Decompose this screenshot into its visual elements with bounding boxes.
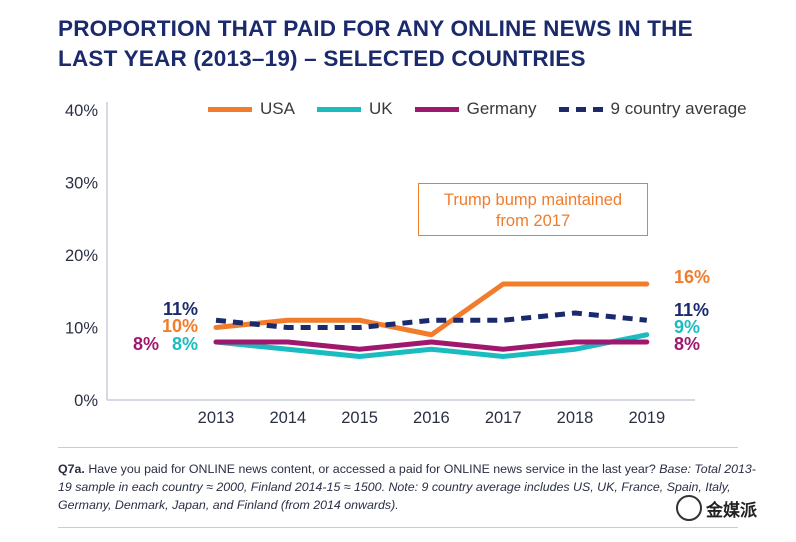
divider-bottom: [58, 527, 738, 528]
legend-label: USA: [260, 99, 295, 118]
x-tick-label: 2013: [198, 409, 235, 427]
annotation-line1: Trump bump maintained: [443, 191, 623, 209]
annotation-line2: from 2017: [495, 212, 571, 230]
footnote-label: Q7a.: [58, 462, 85, 476]
x-tick-label: 2014: [269, 409, 306, 427]
y-tick-label: 40%: [65, 102, 98, 120]
end-label-uk: 9%: [674, 317, 700, 337]
legend-swatch: [558, 106, 603, 112]
watermark-logo-icon: [676, 495, 702, 521]
series-line-germany: [213, 339, 650, 352]
end-label-avg: 11%: [674, 300, 709, 320]
legend-label: 9 country average: [610, 99, 747, 118]
x-tick-label: 2016: [413, 409, 450, 427]
x-tick-label: 2017: [485, 409, 522, 427]
start-label-germany: 8%: [133, 334, 159, 354]
legend-swatch: [208, 106, 252, 112]
start-label-usa: 10%: [162, 316, 198, 336]
legend: USA UK Germany 9 country average: [208, 99, 769, 119]
legend-item-germany: Germany: [414, 99, 537, 119]
y-tick-label: 0%: [74, 392, 98, 410]
series-line-avg: [215, 310, 648, 330]
legend-item-avg: 9 country average: [558, 99, 747, 119]
footnote: Q7a. Have you paid for ONLINE news conte…: [58, 460, 758, 514]
y-tick-label: 20%: [65, 247, 98, 265]
footnote-base: Base: Total 2013-19 sample in each count…: [58, 462, 756, 512]
annotation-box: Trump bump maintained from 2017: [418, 183, 648, 236]
y-tick-label: 30%: [65, 175, 98, 193]
x-tick-label: 2018: [557, 409, 594, 427]
chart-title: PROPORTION THAT PAID FOR ANY ONLINE NEWS…: [58, 14, 758, 74]
end-label-germany: 8%: [674, 334, 700, 354]
chart-title-line1: PROPORTION THAT PAID FOR ANY ONLINE NEWS…: [58, 16, 693, 41]
start-label-uk: 8%: [172, 334, 198, 354]
end-label-usa: 16%: [674, 267, 710, 287]
divider-top: [58, 447, 738, 448]
y-tick-label: 10%: [65, 320, 98, 338]
legend-label: Germany: [466, 99, 537, 118]
start-label-avg: 11%: [163, 299, 198, 319]
chart-title-line2: LAST YEAR (2013–19) – SELECTED COUNTRIES: [58, 46, 586, 71]
x-tick-label: 2015: [341, 409, 378, 427]
watermark-text: 金媒派: [706, 500, 757, 520]
legend-label: UK: [368, 99, 393, 118]
series-line-usa: [213, 281, 650, 338]
legend-swatch: [414, 106, 459, 112]
legend-item-uk: UK: [316, 99, 393, 119]
legend-item-usa: USA: [208, 99, 295, 119]
series-line-uk: [213, 332, 650, 359]
watermark: 金媒派: [676, 495, 757, 521]
x-tick-label: 2019: [628, 409, 665, 427]
legend-swatch: [316, 106, 361, 112]
footnote-question: Have you paid for ONLINE news content, o…: [84, 462, 660, 476]
